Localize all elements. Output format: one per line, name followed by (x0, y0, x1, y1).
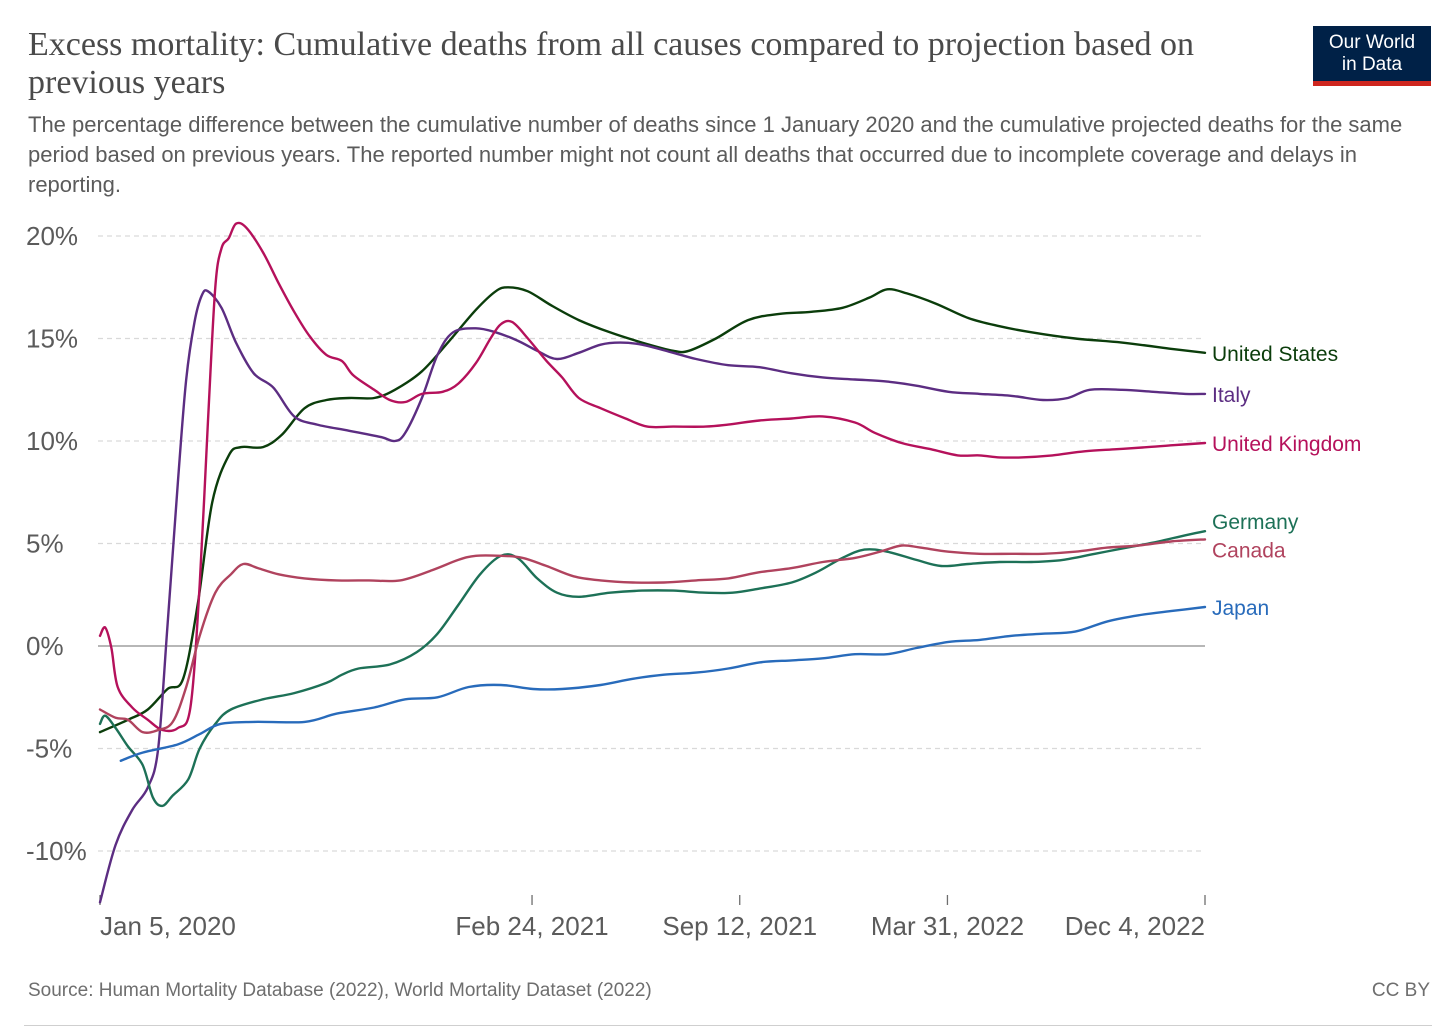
logo-line-1: Our World (1328, 32, 1416, 53)
chart-title: Excess mortality: Cumulative deaths from… (28, 26, 1195, 101)
y-tick-label: -5% (26, 734, 72, 764)
y-tick-label: 0% (26, 631, 64, 661)
series-label-canada[interactable]: Canada (1212, 539, 1286, 562)
series-labels: United States Italy United Kingdom Germany C… (1212, 343, 1361, 620)
owid-logo[interactable]: Our World in Data (1313, 26, 1431, 86)
series-line-united-kingdom[interactable] (98, 221, 1207, 733)
series-line-germany[interactable] (98, 530, 1207, 808)
series-line-japan[interactable] (119, 605, 1207, 762)
series-line-united-states[interactable] (98, 286, 1207, 734)
footer-divider (24, 1025, 1432, 1026)
y-tick-label: 10% (26, 426, 78, 456)
series-line-canada[interactable] (98, 538, 1207, 734)
grid-lines (98, 235, 1205, 852)
x-tick-label: Dec 4, 2022 (1065, 911, 1205, 941)
y-tick-label: -10% (26, 836, 87, 866)
x-tick-label: Feb 24, 2021 (455, 911, 608, 941)
license-link[interactable]: CC BY (1371, 980, 1430, 1001)
series-line-italy[interactable] (98, 289, 1207, 904)
y-tick-label: 5% (26, 529, 64, 559)
x-axis: Jan 5, 2020 Feb 24, 2021 Sep 12, 2021 Mar 3… (99, 895, 1206, 941)
series-label-united-kingdom[interactable]: United Kingdom (1212, 433, 1361, 456)
x-tick-label: Sep 12, 2021 (662, 911, 817, 941)
y-axis-ticks: 20% 15% 10% 5% 0% -5% -10% (26, 221, 87, 866)
logo-accent-bar (1313, 81, 1431, 86)
y-tick-label: 20% (26, 221, 78, 251)
series-label-japan[interactable]: Japan (1212, 597, 1269, 620)
chart-subtitle: The percentage difference between the cu… (28, 112, 1403, 197)
series-lines (98, 221, 1207, 904)
series-label-italy[interactable]: Italy (1212, 384, 1251, 407)
y-tick-label: 15% (26, 324, 78, 354)
series-label-united-states[interactable]: United States (1212, 343, 1338, 366)
series-label-germany[interactable]: Germany (1212, 511, 1299, 534)
x-tick-label: Mar 31, 2022 (871, 911, 1024, 941)
x-tick-label: Jan 5, 2020 (100, 911, 236, 941)
logo-line-2: in Data (1341, 54, 1403, 75)
source-note[interactable]: Source: Human Mortality Database (2022),… (28, 980, 652, 1001)
